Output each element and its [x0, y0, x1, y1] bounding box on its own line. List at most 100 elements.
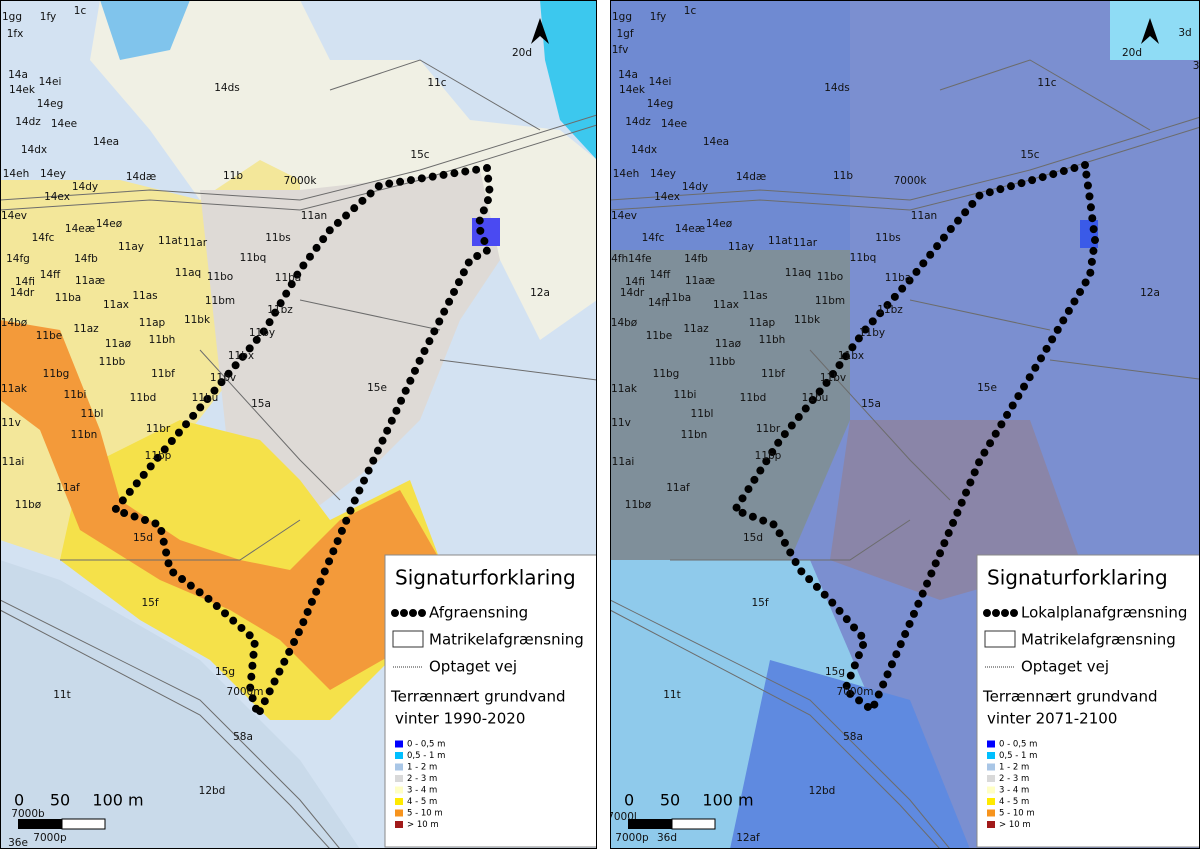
parcel-label: 14ds [214, 82, 240, 94]
parcel-label: 14eæ [65, 223, 95, 235]
parcel-label: 11as [132, 290, 157, 302]
parcel-label: 14ea [93, 136, 119, 148]
parcel-label: 11bv [210, 372, 236, 384]
legend-title: Signaturforklaring [395, 566, 576, 590]
parcel-label: 12a [530, 287, 550, 299]
legend-swatch [987, 809, 995, 817]
parcel-label: 14dz [15, 116, 41, 128]
parcel-label: 3f [1193, 60, 1200, 72]
parcel-label: 15a [251, 398, 271, 410]
parcel-label: 11bs [875, 232, 901, 244]
legend-swatch [395, 740, 403, 748]
parcel-label: 11bg [653, 368, 680, 380]
parcel-label: 7000b [11, 808, 45, 820]
parcel-label: 11ax [103, 299, 129, 311]
parcel-line [329, 59, 541, 131]
legend-swatch [987, 821, 995, 828]
parcel-label: 11aø [715, 338, 742, 350]
scale-label: 0 [624, 791, 634, 810]
parcel-label: 11bq [850, 252, 877, 264]
parcel-label: 11br [756, 423, 781, 435]
legend-swatch [395, 763, 403, 771]
legend-swatch [395, 775, 403, 782]
legend-class: > 10 m [999, 820, 1031, 830]
parcel-label: 11aæ [75, 275, 105, 287]
parcel-label: 14ev [1, 210, 27, 222]
legend-swatch [395, 752, 403, 759]
parcel-label: 14ff [40, 269, 61, 281]
parcel-label: 14ey [40, 168, 66, 180]
parcel-label: 11bz [877, 304, 903, 316]
parcel-label: 14fc [32, 232, 55, 244]
parcel-label: 14fb [74, 253, 98, 265]
parcel-label: 11bø [15, 499, 42, 511]
parcel-label: 7000k [284, 175, 318, 187]
parcel-label: 11bp [145, 450, 172, 462]
parcel-label: 11bp [755, 450, 782, 462]
parcel-label: 1fy [40, 11, 56, 23]
legend-class: 2 - 3 m [999, 774, 1029, 784]
legend-class: > 10 m [407, 820, 439, 830]
legend-item: Lokalplanafgrænsning [1021, 604, 1187, 622]
parcel-label: 1fv [612, 44, 629, 56]
parcel-label: 11bi [64, 389, 87, 401]
parcel-line [909, 299, 1051, 331]
parcel-label: 11c [1037, 77, 1056, 89]
parcel-label: 11bm [815, 295, 845, 307]
parcel-label: 11aq [785, 267, 811, 279]
parcel-label: 12bd [199, 785, 226, 797]
parcel-label: 11bø [625, 499, 652, 511]
parcel-label: 14fl [648, 297, 668, 309]
parcel-label: 14eh [3, 168, 29, 180]
parcel-label: 14dx [631, 144, 657, 156]
parcel-label: 11bu [802, 392, 829, 404]
parcel-label: 14fi [15, 276, 35, 288]
legend-swatch [987, 752, 995, 759]
parcel-label: 11bx [838, 350, 864, 362]
parcel-label: 11af [666, 482, 690, 494]
parcel-label: 11az [73, 323, 99, 335]
parcel-label: 14fi [625, 276, 645, 288]
north-arrow [1141, 18, 1159, 44]
parcel-label: 7000p [33, 832, 67, 844]
parcel-label: 14dz [625, 116, 651, 128]
parcel-label: 14eø [706, 218, 733, 230]
parcel-label: 14eø [96, 218, 123, 230]
legend-class: 0,5 - 1 m [407, 751, 445, 761]
parcel-label: 14ex [44, 191, 70, 203]
road-line [610, 609, 941, 849]
parcel-label: 1fx [7, 28, 24, 40]
parcel-label: 14a [618, 69, 638, 81]
legend-swatch [395, 786, 403, 794]
parcel-label: 11ak [611, 383, 638, 395]
parcel-label: 3d [1178, 27, 1191, 39]
parcel-label: 11t [53, 689, 70, 701]
parcel-label: 14bø [1, 317, 28, 329]
parcel-label: 14fg [6, 253, 30, 265]
parcel-label: 11an [301, 210, 327, 222]
legend-class: 0,5 - 1 m [999, 751, 1037, 761]
parcel-label: 11ai [612, 456, 635, 468]
legend-parcel-symbol [392, 630, 424, 648]
legend-box [976, 554, 1200, 848]
parcel-label: 14dæ [736, 171, 766, 183]
parcel-label: 14eg [647, 98, 674, 110]
parcel-label: 14ek [9, 84, 36, 96]
parcel-label: 11bo [817, 271, 843, 283]
legend-item: Afgraensning [429, 604, 528, 622]
parcel-label: 11ay [118, 241, 144, 253]
parcel-label: 11by [249, 327, 275, 339]
parcel-label: 11bz [267, 304, 293, 316]
legend-swatch [395, 798, 403, 805]
parcel-label: 20d [512, 47, 532, 59]
parcel-label: 15a [861, 398, 881, 410]
parcel-label: 11bl [81, 408, 104, 420]
parcel-label: 14ee [51, 118, 77, 130]
parcel-line [670, 519, 911, 561]
raster-zone [1110, 0, 1200, 60]
parcel-label: 14eh [613, 168, 639, 180]
legend-subtitle: vinter 2071-2100 [987, 710, 1117, 728]
parcel-label: 1gg [612, 11, 632, 23]
